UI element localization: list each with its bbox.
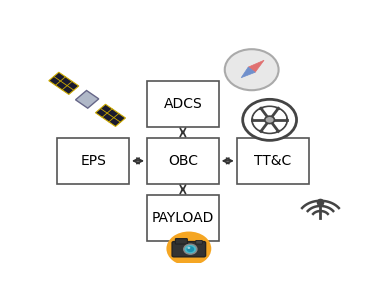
Circle shape (225, 49, 279, 90)
Circle shape (243, 99, 296, 140)
FancyBboxPatch shape (147, 195, 219, 241)
Wedge shape (273, 120, 286, 130)
Wedge shape (253, 110, 266, 119)
Circle shape (186, 246, 194, 252)
Polygon shape (76, 91, 99, 108)
Circle shape (265, 116, 274, 123)
Circle shape (184, 244, 197, 254)
FancyBboxPatch shape (147, 138, 219, 184)
FancyBboxPatch shape (175, 239, 187, 244)
Wedge shape (263, 124, 276, 133)
Circle shape (166, 231, 211, 266)
Polygon shape (248, 60, 264, 72)
Circle shape (187, 247, 190, 249)
Polygon shape (241, 67, 255, 78)
Wedge shape (273, 110, 286, 119)
Text: EPS: EPS (80, 154, 106, 168)
Text: TT&C: TT&C (254, 154, 291, 168)
FancyBboxPatch shape (57, 138, 129, 184)
FancyBboxPatch shape (237, 138, 308, 184)
Text: ADCS: ADCS (164, 97, 202, 111)
Wedge shape (263, 107, 276, 116)
Circle shape (252, 107, 287, 133)
Text: OBC: OBC (168, 154, 198, 168)
Polygon shape (49, 72, 79, 94)
Wedge shape (253, 120, 266, 130)
Text: PAYLOAD: PAYLOAD (152, 211, 214, 225)
FancyBboxPatch shape (147, 81, 219, 127)
FancyBboxPatch shape (172, 242, 206, 257)
Polygon shape (95, 104, 125, 126)
FancyBboxPatch shape (196, 240, 202, 244)
